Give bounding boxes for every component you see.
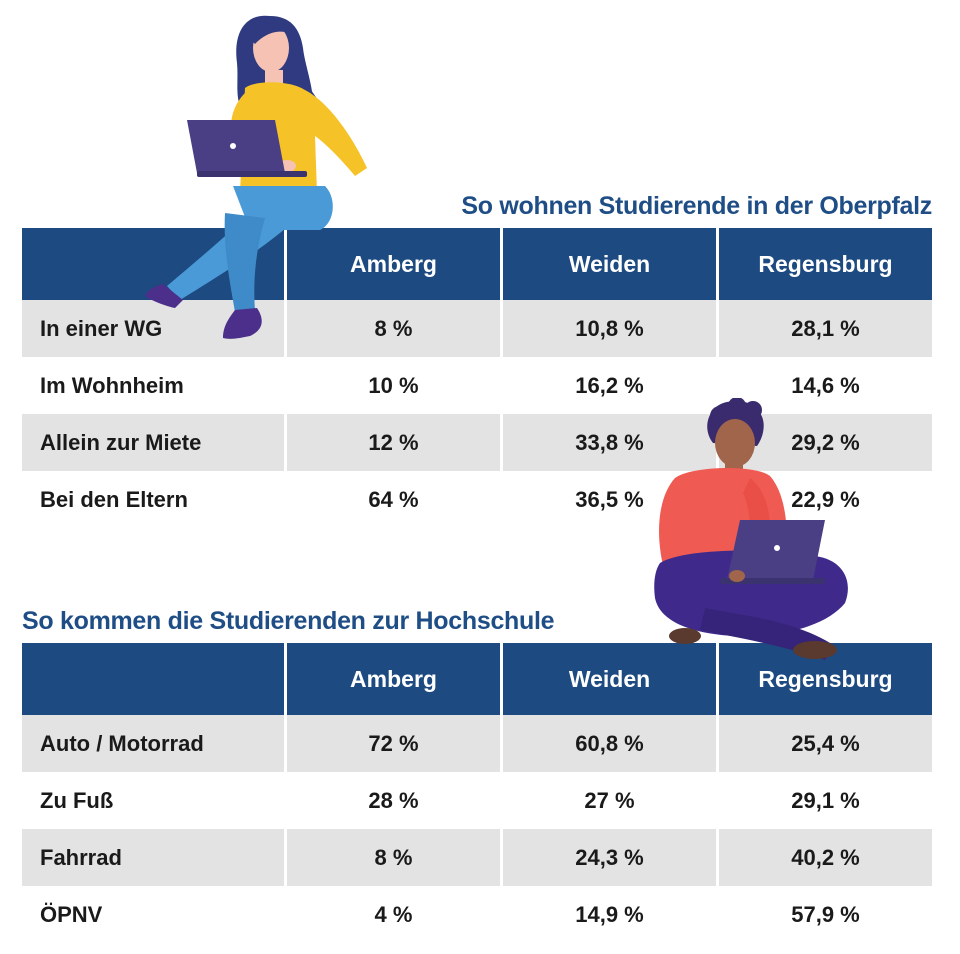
- cell-amberg: 12 %: [284, 414, 500, 471]
- cell-weiden: 60,8 %: [500, 715, 716, 772]
- row-label: Bei den Eltern: [22, 471, 284, 528]
- table-row: Auto / Motorrad 72 % 60,8 % 25,4 %: [22, 715, 932, 772]
- housing-title: So wohnen Studierende in der Oberpfalz: [461, 192, 932, 220]
- cell-amberg: 8 %: [284, 829, 500, 886]
- housing-header-regensburg: Regensburg: [716, 228, 932, 300]
- table-row: Fahrrad 8 % 24,3 % 40,2 %: [22, 829, 932, 886]
- cell-regensburg: 29,1 %: [716, 772, 932, 829]
- commute-header-empty: [22, 643, 284, 715]
- commute-header-weiden: Weiden: [500, 643, 716, 715]
- cell-weiden: 16,2 %: [500, 357, 716, 414]
- row-label: Fahrrad: [22, 829, 284, 886]
- woman-with-laptop-illustration: [145, 15, 367, 339]
- cell-weiden: 24,3 %: [500, 829, 716, 886]
- man-with-laptop-illustration: [654, 398, 848, 660]
- commute-title: So kommen die Studierenden zur Hochschul…: [22, 607, 555, 635]
- table-row: Zu Fuß 28 % 27 % 29,1 %: [22, 772, 932, 829]
- row-label: Auto / Motorrad: [22, 715, 284, 772]
- cell-weiden: 33,8 %: [500, 414, 716, 471]
- table-row: Im Wohnheim 10 % 16,2 % 14,6 %: [22, 357, 932, 414]
- cell-regensburg: 28,1 %: [716, 300, 932, 357]
- cell-regensburg: 25,4 %: [716, 715, 932, 772]
- cell-amberg: 28 %: [284, 772, 500, 829]
- cell-regensburg: 57,9 %: [716, 886, 932, 943]
- cell-amberg: 4 %: [284, 886, 500, 943]
- housing-header-weiden: Weiden: [500, 228, 716, 300]
- row-label: Im Wohnheim: [22, 357, 284, 414]
- cell-weiden: 14,9 %: [500, 886, 716, 943]
- cell-amberg: 8 %: [284, 300, 500, 357]
- cell-weiden: 27 %: [500, 772, 716, 829]
- commute-header-regensburg: Regensburg: [716, 643, 932, 715]
- cell-weiden: 10,8 %: [500, 300, 716, 357]
- commute-table: Amberg Weiden Regensburg Auto / Motorrad…: [22, 643, 932, 943]
- commute-header-amberg: Amberg: [284, 643, 500, 715]
- row-label: ÖPNV: [22, 886, 284, 943]
- table-row: ÖPNV 4 % 14,9 % 57,9 %: [22, 886, 932, 943]
- row-label: Zu Fuß: [22, 772, 284, 829]
- commute-header-row: Amberg Weiden Regensburg: [22, 643, 932, 715]
- cell-amberg: 64 %: [284, 471, 500, 528]
- row-label: Allein zur Miete: [22, 414, 284, 471]
- cell-amberg: 10 %: [284, 357, 500, 414]
- table-row: Allein zur Miete 12 % 33,8 % 29,2 %: [22, 414, 932, 471]
- cell-regensburg: 40,2 %: [716, 829, 932, 886]
- housing-header-row: Amberg Weiden Regensburg: [22, 228, 932, 300]
- cell-amberg: 72 %: [284, 715, 500, 772]
- housing-header-amberg: Amberg: [284, 228, 500, 300]
